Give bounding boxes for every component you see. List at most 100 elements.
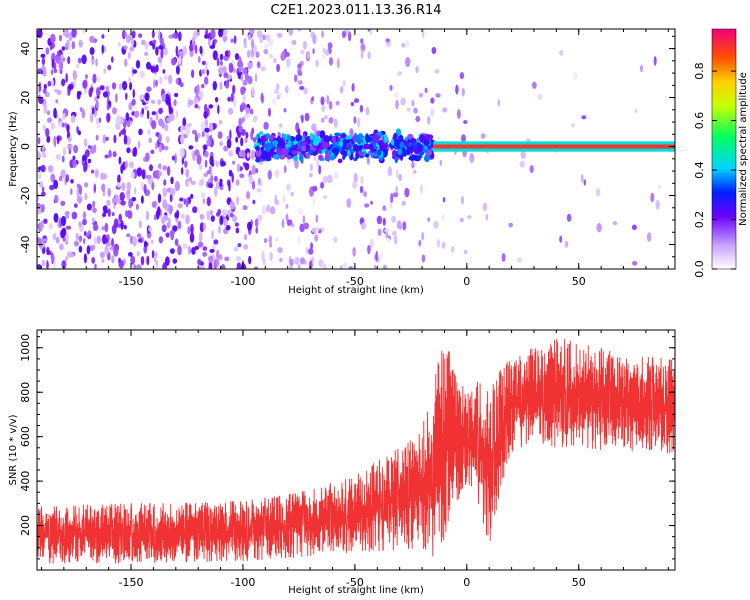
spectrogram-noise-cell — [145, 152, 150, 162]
spectrogram-noise-cell — [104, 222, 109, 233]
spectrogram-noise-cell — [228, 182, 231, 192]
spectrogram-band-cell — [299, 153, 304, 162]
spectrogram-noise-cell — [100, 251, 105, 259]
spectrogram-noise-cell — [202, 144, 208, 151]
spectrogram-noise-cell — [302, 215, 306, 224]
spectrogram-noise-cell — [246, 191, 251, 200]
spectrogram-noise-cell — [390, 192, 394, 204]
spectrogram-noise-cell — [327, 174, 333, 184]
spectrogram-noise-cell — [102, 205, 108, 212]
spectrogram-noise-cell — [242, 93, 246, 104]
spectrogram-noise-cell — [228, 107, 234, 115]
spectrogram-noise-cell — [306, 52, 311, 59]
spectrogram-noise-cell — [304, 112, 310, 122]
spectrogram-noise-cell — [170, 188, 176, 196]
spectrogram-noise-cell — [182, 45, 187, 56]
spectrogram-noise-cell — [128, 161, 134, 169]
spectrogram-band-cell — [295, 134, 303, 142]
spectrogram-noise-cell — [247, 34, 252, 41]
spectrogram-noise-cell — [57, 89, 62, 96]
spectrogram-noise-cell — [76, 91, 81, 100]
spectrogram-band-cell — [291, 150, 298, 155]
spectrogram-noise-cell — [294, 159, 299, 169]
spectrogram-cells — [37, 29, 675, 269]
spectrogram-band-cell — [361, 148, 366, 153]
spectrogram-noise-cell — [93, 236, 97, 245]
spectrogram-noise-cell — [389, 84, 393, 91]
spectrogram-noise-cell — [263, 49, 269, 55]
spectrogram-band-cell — [318, 154, 324, 161]
spectrogram-noise-cell — [431, 46, 437, 55]
spectrogram-band-cell — [405, 150, 411, 155]
spectrogram-band-cell — [323, 135, 330, 144]
spectrogram-noise-cell — [162, 199, 168, 209]
spectrogram-noise-cell — [436, 135, 442, 141]
spectrogram-noise-cell — [220, 264, 226, 269]
spectrogram-noise-cell — [206, 69, 209, 76]
spectrogram-noise-cell — [112, 151, 117, 158]
spectrogram-noise-cell — [564, 240, 569, 248]
spectrogram-noise-cell — [144, 92, 150, 101]
spectrogram-noise-cell — [81, 109, 86, 119]
spectrogram-noise-cell — [82, 79, 88, 89]
spectrogram-noise-cell — [131, 38, 135, 46]
spectrogram-noise-cell — [229, 129, 232, 140]
spectrogram-noise-cell — [61, 122, 65, 128]
spectrogram-noise-cell — [647, 232, 652, 242]
spectrogram-noise-cell — [232, 84, 236, 95]
spectrogram-noise-cell — [111, 255, 115, 264]
spectrogram-noise-cell — [181, 213, 185, 219]
spectrogram-noise-cell — [421, 254, 426, 263]
spectrogram-noise-cell — [73, 78, 77, 88]
spectrogram-noise-cell — [232, 214, 238, 222]
spectrogram-noise-cell — [251, 164, 256, 175]
spectrogram-noise-cell — [415, 66, 419, 74]
spectrogram-noise-cell — [158, 29, 161, 40]
spectrogram-band-cell — [313, 139, 320, 146]
spectrogram-noise-cell — [92, 244, 96, 251]
spectrogram-noise-cell — [140, 181, 145, 192]
spectrogram-noise-cell — [220, 160, 226, 167]
spectrogram-noise-cell — [391, 215, 397, 223]
spectrogram-noise-cell — [190, 193, 194, 199]
spectrogram-noise-cell — [55, 154, 61, 160]
spectrogram-noise-cell — [137, 238, 143, 243]
spectrogram-noise-cell — [81, 54, 87, 65]
spectrogram-noise-cell — [228, 49, 231, 58]
spectrogram-noise-cell — [49, 184, 55, 191]
spectrogram-noise-cell — [245, 132, 249, 139]
spectrogram-noise-cell — [94, 263, 97, 269]
spectrogram-noise-cell — [281, 51, 285, 60]
spectrogram-noise-cell — [218, 254, 223, 261]
spectrogram-noise-cell — [56, 50, 60, 58]
spectrogram-noise-cell — [124, 58, 128, 67]
spectrogram-noise-cell — [206, 139, 211, 147]
spectrogram-noise-cell — [459, 218, 464, 223]
spectrogram-noise-cell — [59, 68, 63, 75]
spectrogram-noise-cell — [65, 225, 72, 230]
spectrogram-noise-cell — [158, 236, 164, 244]
spectrogram-noise-cell — [117, 174, 121, 184]
spectrogram-noise-cell — [185, 168, 189, 178]
spectrogram-noise-cell — [62, 112, 66, 120]
spectrogram-line-core — [433, 144, 675, 149]
spectrogram-noise-cell — [406, 107, 411, 112]
spectrogram-noise-cell — [172, 225, 178, 232]
spectrogram-noise-cell — [91, 107, 95, 115]
spectrogram-x-ticks: -150 -100 -50 0 50 — [40, 29, 669, 288]
spectrogram-noise-cell — [655, 199, 660, 210]
spectrogram-noise-cell — [196, 29, 200, 37]
spectrogram-noise-cell — [145, 210, 150, 221]
spectrogram-noise-cell — [67, 144, 73, 149]
spectrogram-noise-cell — [128, 198, 133, 209]
spectrogram-band-cell — [260, 146, 264, 151]
spectrogram-noise-cell — [126, 190, 130, 200]
spectrogram-noise-cell — [537, 93, 543, 101]
x-tick-label: -100 — [230, 576, 255, 589]
spectrogram-noise-cell — [192, 36, 195, 46]
spectrogram-noise-cell — [369, 238, 374, 249]
spectrogram-band-cell — [300, 145, 308, 152]
spectrogram-noise-cell — [150, 149, 155, 154]
spectrogram-noise-cell — [43, 218, 48, 224]
x-tick-label: 0 — [463, 576, 470, 589]
